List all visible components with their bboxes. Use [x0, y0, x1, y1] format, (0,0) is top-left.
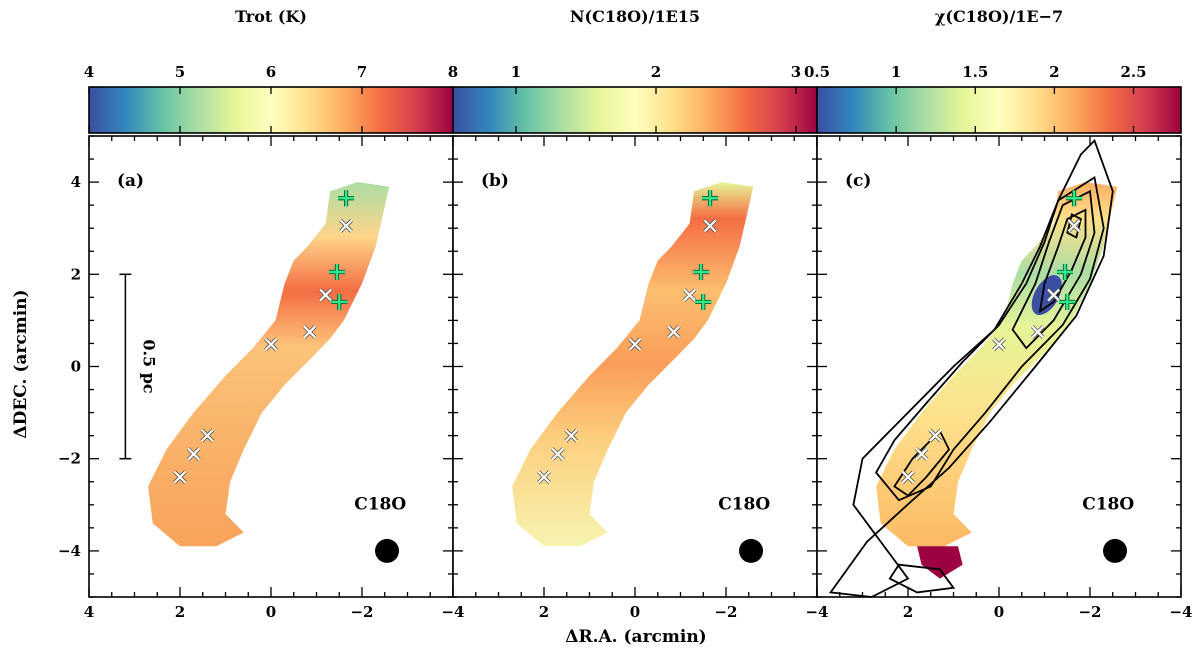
x-tick-label: −4	[441, 603, 464, 621]
cross-marker	[339, 219, 353, 233]
colorbar-title: N(C18O)/1E15	[570, 7, 700, 26]
cross-marker	[550, 447, 565, 461]
cross-marker	[928, 428, 943, 443]
x-tick-label: −2	[714, 603, 737, 621]
y-tick-label: 0	[71, 358, 81, 376]
scale-bar-label: 0.5 pc	[139, 339, 158, 394]
cross-marker	[992, 337, 1006, 352]
colorbar-2	[452, 86, 818, 134]
cross-marker	[1046, 288, 1061, 302]
colorbar-tick-label: 1	[891, 63, 901, 81]
y-tick-label: −2	[58, 450, 81, 468]
x-tick-label: −2	[1078, 603, 1101, 621]
x-tick-label: 2	[539, 603, 549, 621]
cross-marker	[1030, 325, 1045, 339]
x-tick-label: 2	[175, 603, 185, 621]
x-tick-label: −4	[1169, 603, 1192, 621]
cross-marker	[173, 470, 187, 484]
plus-marker	[695, 293, 712, 310]
cross-marker	[264, 337, 278, 352]
contour-line	[828, 138, 1114, 598]
panel-2: 1 2 3 N(C18O)/1E15 2 0 −2 −4 (b) C18O	[452, 7, 829, 621]
beam-label: C18O	[354, 494, 406, 514]
cross-marker	[1067, 219, 1081, 233]
panel-label: (b)	[481, 171, 509, 191]
plus-marker	[338, 190, 355, 207]
cross-marker	[186, 447, 201, 461]
panel-1: 4 5 6 7 8 Trot (K) 4 2 0 −2 −4 4 2 0 −2 −4 (a) C18O 0.5 pc	[58, 7, 465, 621]
contour-line	[875, 176, 1105, 502]
colorbar-tick-label: 6	[266, 63, 276, 81]
beam-circle	[375, 538, 400, 563]
colorbar-1	[88, 86, 454, 134]
plus-marker	[328, 263, 345, 280]
colorbar-title: Trot (K)	[235, 7, 307, 26]
cross-marker	[666, 325, 681, 339]
cross-marker	[914, 447, 929, 461]
colorbar-tick-label: 3	[791, 63, 801, 81]
panel-label: (a)	[117, 171, 144, 191]
cross-marker	[564, 428, 579, 443]
x-axis-label: ΔR.A. (arcmin)	[565, 627, 706, 647]
cross-marker	[302, 325, 317, 339]
colorbar-tick-label: 2.5	[1120, 63, 1146, 81]
contour-line	[1011, 189, 1096, 350]
contour-line	[1038, 208, 1087, 314]
cross-marker	[682, 288, 697, 302]
colorbar-tick-label: 0.5	[804, 63, 830, 81]
beam-circle	[739, 538, 764, 563]
colorbar-tick-label: 2	[651, 63, 661, 81]
x-tick-label: 0	[630, 603, 640, 621]
beam-label: C18O	[1082, 494, 1134, 514]
y-tick-label: 4	[71, 173, 81, 191]
contour-line	[888, 563, 956, 594]
plus-marker	[692, 263, 709, 280]
panel-label: (c)	[845, 171, 871, 191]
cross-marker	[901, 470, 915, 484]
plus-marker	[1066, 190, 1083, 207]
colorbar-tick-label: 4	[84, 63, 94, 81]
colorbar-tick-label: 2	[1049, 63, 1059, 81]
cross-marker	[703, 219, 717, 233]
x-tick-label: 0	[266, 603, 276, 621]
cross-marker	[537, 470, 551, 484]
colorbar-tick-label: 1.5	[962, 63, 988, 81]
plus-marker	[1056, 263, 1073, 280]
y-tick-label: 2	[71, 265, 81, 283]
cross-marker	[200, 428, 215, 443]
cross-marker	[628, 337, 642, 352]
colorbar-tick-label: 8	[448, 63, 458, 81]
colorbar-3	[816, 86, 1182, 134]
x-tick-label: 2	[903, 603, 913, 621]
colorbar-tick-label: 1	[511, 63, 521, 81]
y-tick-label: −4	[58, 542, 81, 560]
cross-marker	[318, 288, 333, 302]
beam-label: C18O	[718, 494, 770, 514]
contour-line	[893, 429, 951, 497]
x-tick-label: −2	[350, 603, 373, 621]
panel-3: 0.5 1 1.5 2 2.5 χ(C18O)/1E−7 2 0 −2 −4 (c) C18O	[804, 7, 1193, 621]
colorbar-tick-label: 5	[175, 63, 185, 81]
beam-circle	[1103, 538, 1128, 563]
x-tick-label: 0	[994, 603, 1004, 621]
plus-marker	[1059, 293, 1076, 310]
x-tick-label: −4	[805, 603, 828, 621]
x-tick-label: 4	[84, 603, 94, 621]
y-axis-label: ΔDEC. (arcmin)	[11, 289, 31, 438]
plus-marker	[331, 293, 348, 310]
plus-marker	[702, 190, 719, 207]
scale-bar: 0.5 pc	[119, 273, 158, 460]
colorbar-tick-label: 7	[357, 63, 367, 81]
colorbar-title: χ(C18O)/1E−7	[935, 7, 1063, 26]
